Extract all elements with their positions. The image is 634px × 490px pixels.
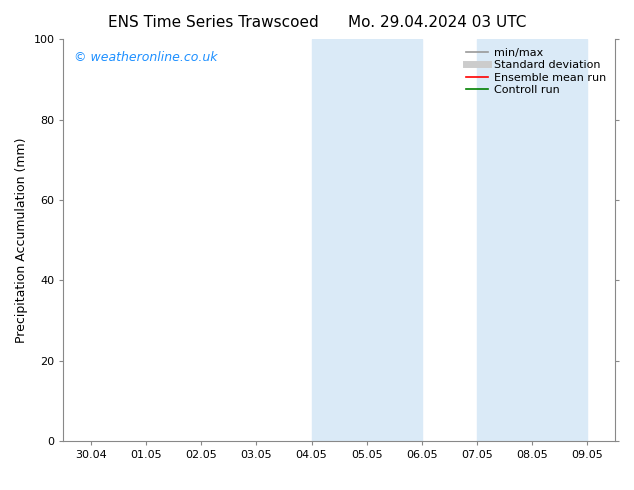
Text: ENS Time Series Trawscoed      Mo. 29.04.2024 03 UTC: ENS Time Series Trawscoed Mo. 29.04.2024… [108,15,526,30]
Bar [312,39,367,441]
Bar [366,39,422,441]
Bar [533,39,588,441]
Bar [477,39,533,441]
Y-axis label: Precipitation Accumulation (mm): Precipitation Accumulation (mm) [15,137,28,343]
Legend: min/max, Standard deviation, Ensemble mean run, Controll run: min/max, Standard deviation, Ensemble me… [463,45,609,98]
Text: © weatheronline.co.uk: © weatheronline.co.uk [74,51,218,64]
